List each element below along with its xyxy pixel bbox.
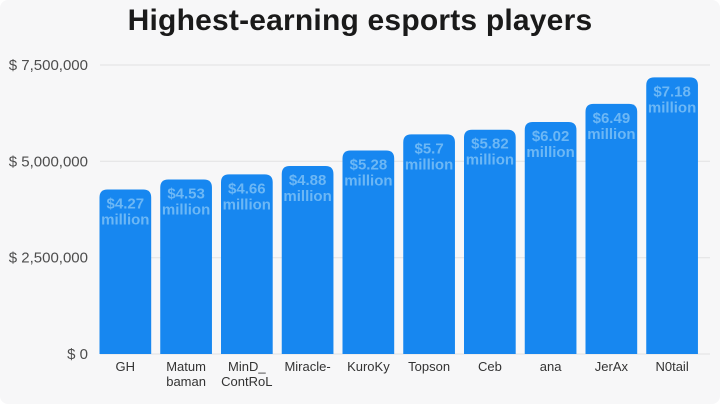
svg-text:million: million: [587, 126, 635, 143]
svg-text:KuroKy: KuroKy: [347, 359, 390, 374]
svg-text:$ 7,500,000: $ 7,500,000: [9, 57, 88, 74]
svg-text:Ceb: Ceb: [478, 359, 502, 374]
svg-text:million: million: [223, 196, 271, 213]
svg-text:million: million: [344, 173, 392, 190]
svg-text:Matum: Matum: [166, 359, 206, 374]
svg-text:JerAx: JerAx: [595, 359, 629, 374]
svg-text:$ 0: $ 0: [67, 346, 88, 363]
svg-text:$5.28: $5.28: [350, 157, 388, 174]
svg-text:million: million: [283, 188, 331, 205]
svg-text:$5.7: $5.7: [414, 140, 443, 157]
svg-text:GH: GH: [116, 359, 136, 374]
svg-text:million: million: [101, 212, 149, 229]
svg-text:MinD_: MinD_: [228, 359, 266, 374]
svg-text:$4.88: $4.88: [289, 172, 327, 189]
svg-text:Miracle-: Miracle-: [284, 359, 330, 374]
svg-text:million: million: [162, 201, 210, 218]
svg-text:$6.49: $6.49: [593, 110, 631, 127]
svg-text:$4.53: $4.53: [167, 185, 205, 202]
svg-text:$7.18: $7.18: [653, 83, 691, 100]
svg-text:N0tail: N0tail: [655, 359, 688, 374]
svg-text:Topson: Topson: [408, 359, 450, 374]
svg-text:million: million: [526, 144, 574, 161]
svg-text:$6.02: $6.02: [532, 128, 570, 145]
svg-text:$ 5,000,000: $ 5,000,000: [9, 153, 88, 170]
svg-text:million: million: [466, 152, 514, 169]
svg-text:$ 2,500,000: $ 2,500,000: [9, 250, 88, 267]
svg-text:$4.27: $4.27: [107, 196, 145, 213]
svg-text:ContRoL: ContRoL: [221, 374, 272, 389]
svg-text:million: million: [405, 156, 453, 173]
svg-text:baman: baman: [166, 374, 206, 389]
svg-text:$5.82: $5.82: [471, 136, 509, 153]
svg-text:ana: ana: [540, 359, 562, 374]
svg-text:million: million: [648, 99, 696, 116]
svg-text:$4.66: $4.66: [228, 180, 266, 197]
